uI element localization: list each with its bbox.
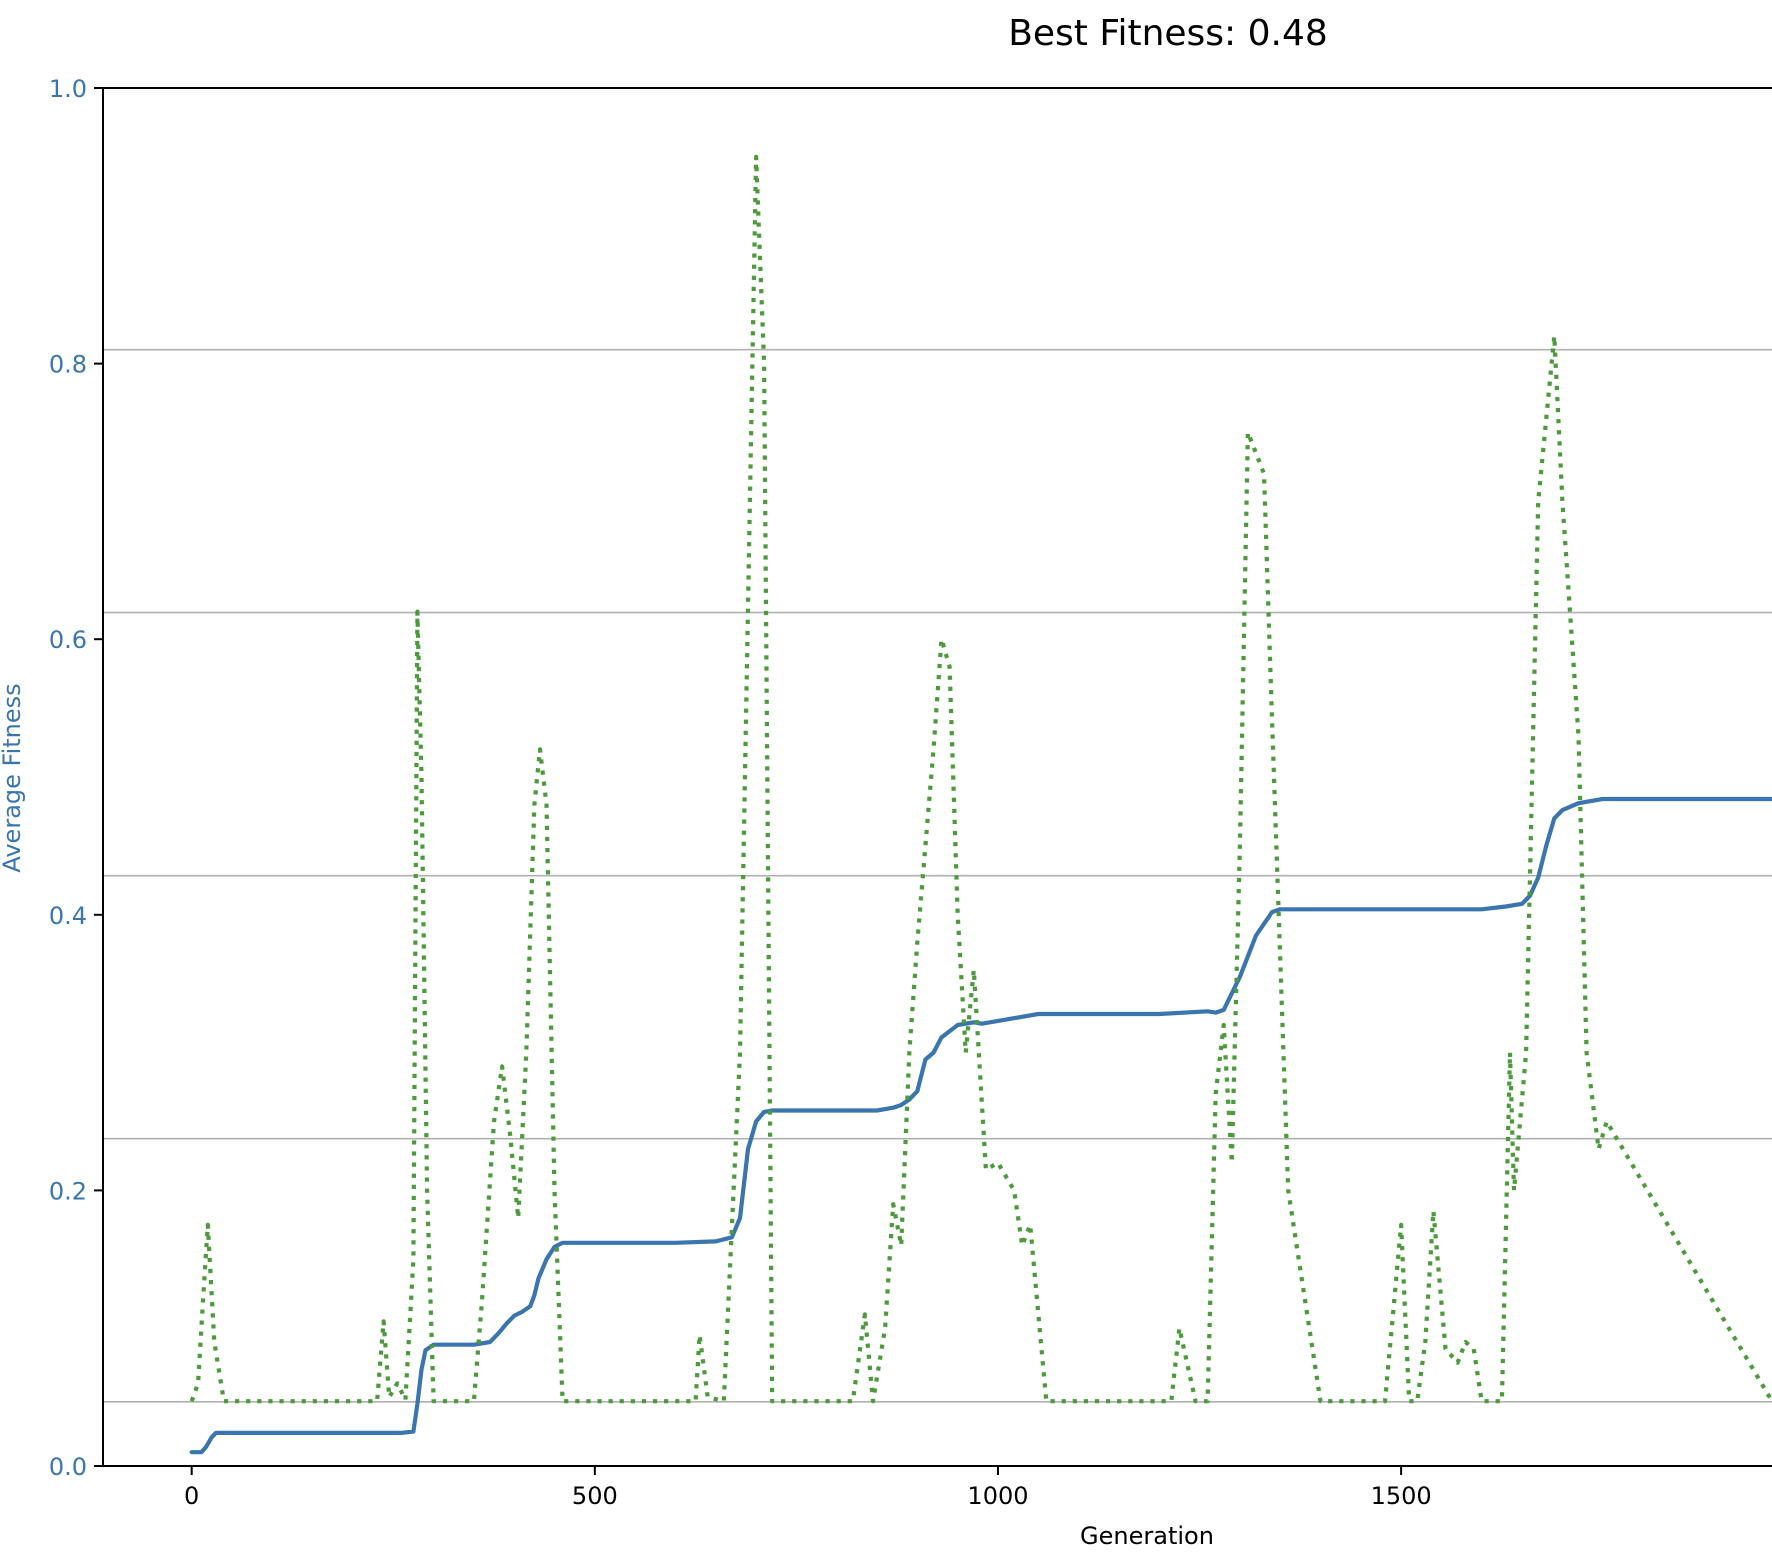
y-tick-label-3: 0.6 xyxy=(49,626,87,654)
x-axis-title: Generation xyxy=(1080,1522,1214,1550)
chart-title: Best Fitness: 0.48 xyxy=(1008,13,1328,54)
grid-layer xyxy=(103,348,1772,1403)
y-tick-label-1: 0.2 xyxy=(49,1177,87,1205)
y-tick-label-4: 0.8 xyxy=(49,351,87,379)
y-tick-label-2: 0.4 xyxy=(49,902,87,930)
x-tick-label-3: 1500 xyxy=(1371,1482,1432,1510)
series-layer xyxy=(189,154,1772,1455)
x-tick-label-2: 1000 xyxy=(967,1482,1028,1510)
y-tick-label-0: 0.0 xyxy=(49,1453,87,1481)
y-axis-title: Average Fitness xyxy=(0,683,26,872)
series-line-0 xyxy=(189,796,1772,1455)
x-tick-label-1: 500 xyxy=(572,1482,618,1510)
x-tick-label-0: 0 xyxy=(184,1482,199,1510)
series-line-1 xyxy=(189,154,1772,1404)
axes-layer: 0 500 1000 1500 0.0 0.2 0.4 0.6 0.8 1.0 xyxy=(49,75,1772,1510)
y-tick-label-5: 1.0 xyxy=(49,75,87,103)
